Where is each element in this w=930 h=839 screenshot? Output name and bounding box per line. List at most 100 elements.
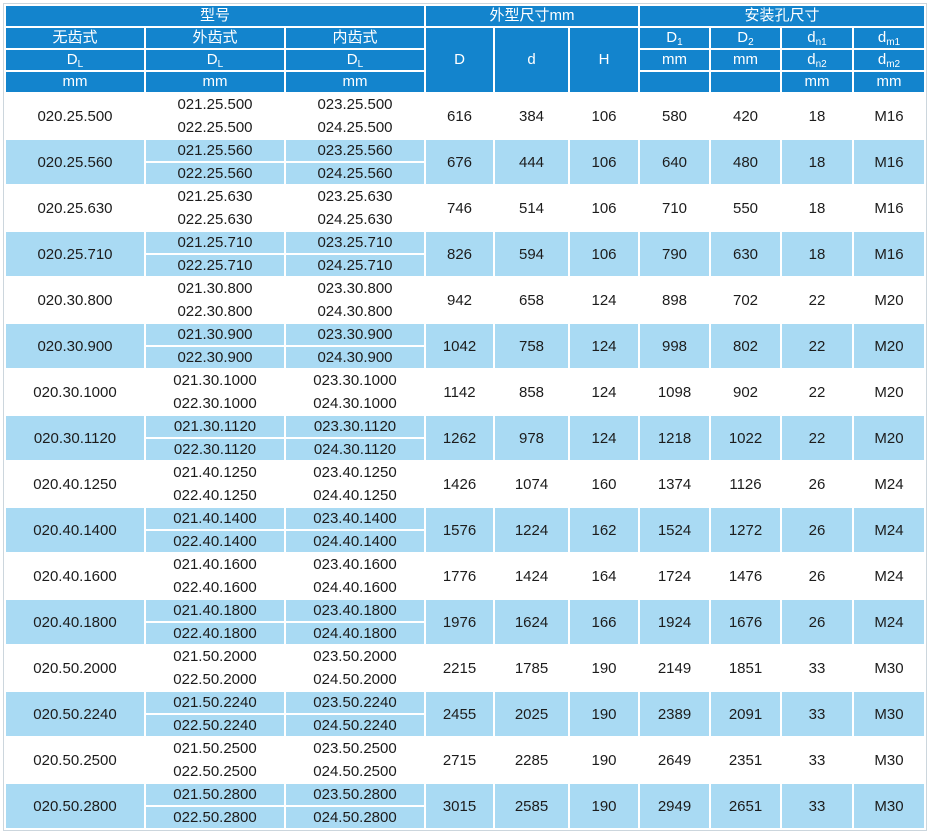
cell-D1: 710 [638, 184, 711, 232]
spec-row-bottom: 022.50.2500 024.50.2500 [5, 759, 925, 784]
cell-model-no-gear: 020.30.1000 [4, 368, 146, 416]
cell-model-internal-2: 024.30.900 [284, 345, 426, 370]
cell-model-no-gear: 020.40.1400 [4, 506, 146, 554]
cell-dn: 22 [780, 322, 854, 370]
cell-model-external-1: 021.30.1120 [144, 414, 286, 439]
cell-model-internal-1: 023.50.2000 [284, 644, 426, 669]
cell-D2: 902 [709, 368, 782, 416]
cell-dn: 33 [780, 644, 854, 692]
cell-model-external-1: 021.50.2000 [144, 644, 286, 669]
cell-D1: 998 [638, 322, 711, 370]
cell-model-internal-1: 023.50.2240 [284, 690, 426, 715]
header-dl-no-gear: DL [4, 48, 146, 72]
cell-dim-H: 124 [568, 368, 640, 416]
cell-D1: 2649 [638, 736, 711, 784]
cell-D2: 802 [709, 322, 782, 370]
cell-dim-D: 1776 [424, 552, 495, 600]
cell-dn: 22 [780, 414, 854, 462]
cell-D1: 2149 [638, 644, 711, 692]
cell-model-external-2: 022.40.1600 [144, 575, 286, 600]
cell-dm: M30 [851, 782, 927, 830]
cell-D1: 1098 [638, 368, 711, 416]
cell-dm: M20 [851, 276, 927, 324]
header-type-row: 无齿式 外齿式 内齿式 D d H D1 D2 dn1 dm1 [4, 26, 927, 94]
cell-model-external-1: 021.25.710 [144, 230, 286, 255]
cell-dim-d: 1785 [493, 644, 570, 692]
cell-dim-H: 160 [568, 460, 640, 508]
header-D1-base: D [666, 29, 678, 46]
cell-model-external-1: 021.30.900 [144, 322, 286, 347]
cell-model-external-1: 021.40.1400 [144, 506, 286, 531]
cell-model-external-2: 022.40.1800 [144, 621, 286, 646]
header-D2-base: D [737, 29, 749, 46]
cell-model-internal-2: 024.50.2800 [284, 805, 426, 830]
cell-D2: 702 [709, 276, 782, 324]
header-dim-D: D [424, 26, 495, 94]
spec-row-top: 020.25.630 021.25.630 023.25.630 746 514… [4, 184, 927, 232]
header-dm1: dm1 [851, 26, 927, 50]
spec-row-bottom: 022.40.1600 024.40.1600 [5, 575, 925, 600]
cell-dim-d: 384 [493, 92, 570, 140]
cell-model-external-2: 022.30.1120 [144, 437, 286, 462]
cell-D1: 2949 [638, 782, 711, 830]
cell-model-external-1: 021.30.1000 [144, 368, 286, 393]
cell-model-internal-2: 024.25.710 [284, 253, 426, 278]
cell-model-external-1: 021.40.1600 [144, 552, 286, 577]
cell-dm: M20 [851, 368, 927, 416]
header-dn2-base: d [807, 51, 816, 68]
cell-model-external-1: 021.50.2800 [144, 782, 286, 807]
header-D2-unit: mm [709, 48, 782, 72]
cell-dim-d: 2585 [493, 782, 570, 830]
spec-row-bottom: 022.25.630 024.25.630 [5, 207, 925, 232]
cell-model-internal-2: 024.30.800 [284, 299, 426, 324]
cell-dim-d: 758 [493, 322, 570, 370]
header-unit-row: mm mm mm mm mm [4, 70, 927, 94]
cell-dim-D: 2715 [424, 736, 495, 784]
spec-row-top: 020.25.560 021.25.560 023.25.560 676 444… [4, 138, 927, 186]
header-empty-cell [638, 70, 711, 94]
cell-dm: M20 [851, 414, 927, 462]
cell-model-internal-1: 023.30.800 [284, 276, 426, 301]
cell-D1: 1374 [638, 460, 711, 508]
cell-D1: 1724 [638, 552, 711, 600]
cell-D1: 640 [638, 138, 711, 186]
spec-row-top: 020.30.900 021.30.900 023.30.900 1042 75… [4, 322, 927, 370]
cell-dm: M16 [851, 138, 927, 186]
cell-model-external-2: 022.30.800 [144, 299, 286, 324]
spec-row-top: 020.50.2000 021.50.2000 023.50.2000 2215… [4, 644, 927, 692]
spec-row-top: 020.30.1000 021.30.1000 023.30.1000 1142… [4, 368, 927, 416]
cell-model-internal-2: 024.30.1000 [284, 391, 426, 416]
cell-model-external-2: 022.40.1250 [144, 483, 286, 508]
cell-model-no-gear: 020.25.560 [4, 138, 146, 186]
header-dl-base: D [206, 51, 218, 68]
cell-D1: 2389 [638, 690, 711, 738]
cell-dim-D: 1042 [424, 322, 495, 370]
header-external-gear: 外齿式 [144, 26, 286, 50]
header-dl-sub: L [77, 59, 84, 70]
cell-dim-d: 1624 [493, 598, 570, 646]
cell-dim-D: 1576 [424, 506, 495, 554]
header-internal-gear: 内齿式 [284, 26, 426, 50]
cell-dim-d: 1424 [493, 552, 570, 600]
cell-model-external-1: 021.50.2500 [144, 736, 286, 761]
header-dn1-base: d [807, 29, 816, 46]
cell-dim-H: 124 [568, 276, 640, 324]
cell-D2: 550 [709, 184, 782, 232]
cell-model-internal-2: 024.25.630 [284, 207, 426, 232]
cell-D2: 1126 [709, 460, 782, 508]
cell-model-external-2: 022.25.560 [144, 161, 286, 186]
spec-row-bottom: 022.40.1250 024.40.1250 [5, 483, 925, 508]
cell-dim-d: 2285 [493, 736, 570, 784]
cell-dim-D: 942 [424, 276, 495, 324]
spec-row-top: 020.40.1800 021.40.1800 023.40.1800 1976… [4, 598, 927, 646]
cell-dm: M30 [851, 736, 927, 784]
cell-model-external-2: 022.50.2800 [144, 805, 286, 830]
header-dl-base: D [66, 51, 78, 68]
header-dm1-sub: m1 [886, 37, 901, 48]
cell-dim-H: 190 [568, 782, 640, 830]
cell-dim-d: 594 [493, 230, 570, 278]
cell-dm: M20 [851, 322, 927, 370]
cell-dim-d: 2025 [493, 690, 570, 738]
cell-dm: M24 [851, 506, 927, 554]
cell-model-internal-2: 024.25.560 [284, 161, 426, 186]
